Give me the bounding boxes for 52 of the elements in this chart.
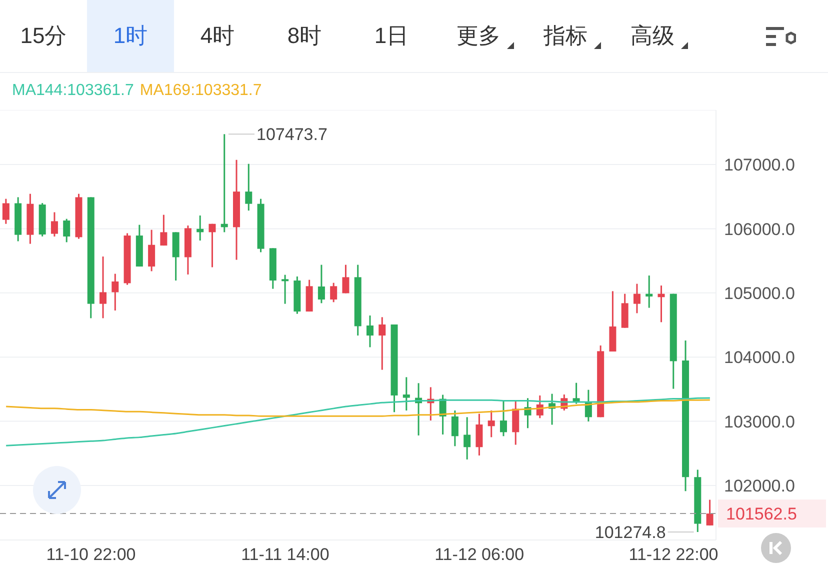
text: 更多 bbox=[456, 22, 500, 50]
candlestick bbox=[196, 214, 204, 242]
x-tick-label: 11-12 06:00 bbox=[434, 545, 524, 564]
candlestick bbox=[318, 264, 325, 304]
y-tick-label: 102000.0 bbox=[724, 476, 795, 496]
candlestick bbox=[658, 284, 665, 323]
text: 15分 bbox=[20, 22, 67, 50]
candlestick bbox=[282, 274, 289, 305]
candlestick bbox=[464, 416, 471, 460]
ref-line-label: 101562.5 bbox=[726, 504, 797, 524]
annotation: 101274.8 bbox=[594, 522, 666, 542]
text: 高级 bbox=[630, 22, 674, 50]
candlestick bbox=[488, 410, 495, 438]
candlestick bbox=[148, 229, 156, 272]
candlestick bbox=[706, 499, 714, 526]
line-series bbox=[5, 397, 711, 446]
candlestick bbox=[63, 218, 70, 243]
candlestick bbox=[646, 274, 653, 309]
candlestick bbox=[342, 264, 350, 294]
y-tick-label: 103000.0 bbox=[724, 412, 795, 432]
x-tick-label: 11-11 14:00 bbox=[241, 545, 330, 564]
candlestick bbox=[220, 133, 228, 233]
candlestick bbox=[2, 198, 10, 225]
y-tick-label: 104000.0 bbox=[724, 348, 795, 368]
candlestick bbox=[451, 410, 458, 447]
y-tick-label: 106000.0 bbox=[724, 220, 795, 239]
candlestick bbox=[512, 400, 520, 446]
annotation: 107473.7 bbox=[256, 125, 328, 144]
candlestick bbox=[112, 273, 119, 312]
candlestick bbox=[208, 223, 216, 268]
candlestick bbox=[100, 256, 107, 319]
x-tick-label: 11-12 22:00 bbox=[628, 545, 718, 564]
y-tick-label: 105000.0 bbox=[724, 284, 795, 303]
candlestick bbox=[330, 282, 338, 303]
text: 1时 bbox=[113, 22, 148, 50]
text: MA144:103361.7 bbox=[12, 82, 134, 100]
candlestick bbox=[245, 163, 252, 212]
y-tick-label: 107000.0 bbox=[724, 156, 795, 175]
candlestick bbox=[160, 214, 168, 246]
candlestick bbox=[633, 283, 640, 314]
text: 1日 bbox=[374, 22, 409, 50]
candlestick bbox=[402, 376, 410, 412]
text: 指标 bbox=[544, 22, 588, 50]
candlestick bbox=[476, 413, 483, 456]
candlestick bbox=[500, 400, 507, 437]
text: MA169:103331.7 bbox=[140, 82, 262, 100]
x-tick-label: 11-10 22:00 bbox=[46, 545, 136, 564]
candlestick bbox=[50, 211, 58, 238]
text: 8时 bbox=[287, 22, 322, 50]
candlestick bbox=[366, 314, 374, 348]
text: 4时 bbox=[200, 22, 235, 50]
candlestick bbox=[378, 316, 386, 371]
